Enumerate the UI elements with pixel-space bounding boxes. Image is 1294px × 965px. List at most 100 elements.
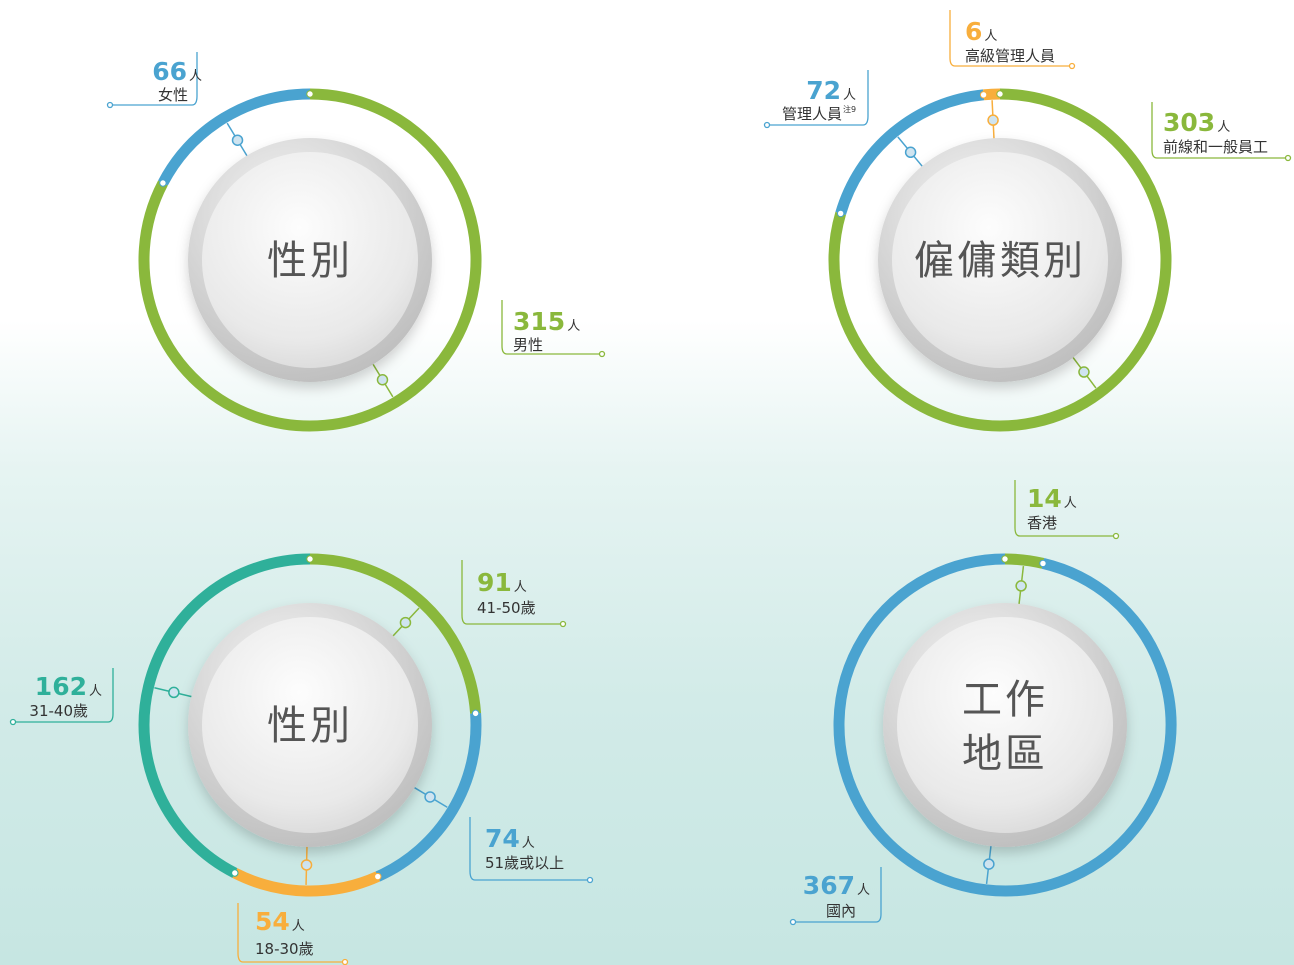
series-name: 18-30歲 — [255, 940, 314, 958]
hub-title: 僱傭類別 — [914, 238, 1086, 284]
segment — [835, 89, 985, 215]
value-label: 66 — [152, 57, 187, 86]
segment-dot — [306, 555, 314, 563]
unit-label: 人 — [522, 836, 535, 851]
value-label: 54 — [255, 907, 290, 936]
leader — [461, 560, 563, 625]
segment — [138, 88, 482, 432]
connector-dot — [300, 859, 313, 871]
series-name: 女性 — [158, 86, 188, 104]
value-label: 91 — [477, 568, 512, 597]
segment — [232, 868, 381, 897]
segment-dot — [231, 869, 239, 877]
leader-dot — [559, 620, 567, 628]
segment-dot — [1001, 555, 1009, 563]
connector-dot — [376, 374, 389, 386]
series-name: 31-40歲 — [29, 702, 88, 720]
unit-label: 人 — [1217, 120, 1230, 135]
series-name: 管理人員 — [782, 105, 842, 123]
series-name: 51歲或以上 — [485, 854, 564, 872]
connector-dot — [399, 616, 412, 629]
hub-face — [897, 617, 1113, 833]
connector-dot — [983, 858, 995, 870]
series-name: 男性 — [513, 336, 543, 354]
series-note: 注9 — [843, 104, 856, 114]
hub-face — [202, 152, 418, 368]
leader — [13, 668, 114, 723]
segment-dot — [306, 90, 314, 98]
leader — [1151, 102, 1288, 159]
unit-label: 人 — [514, 580, 527, 595]
segment-dot — [159, 179, 167, 187]
unit-label: 人 — [89, 684, 102, 699]
unit-label: 人 — [843, 88, 856, 103]
leader-dot — [341, 958, 349, 965]
leader-dot — [1112, 532, 1120, 540]
leader — [110, 52, 198, 106]
leader-dot — [789, 918, 797, 926]
leader-dot — [106, 101, 114, 109]
segment — [375, 712, 482, 882]
connector-dot — [1015, 580, 1027, 592]
segment — [158, 88, 311, 186]
segment-dot — [979, 91, 988, 99]
connector-dot — [168, 686, 180, 699]
leader-dot — [1068, 62, 1076, 70]
segment-dot — [471, 709, 480, 718]
hub-title: 工作 — [962, 677, 1048, 723]
leader — [1014, 480, 1116, 537]
hub-title: 性別 — [267, 238, 353, 284]
leader — [793, 867, 882, 923]
unit-label: 人 — [1064, 496, 1077, 511]
unit-label: 人 — [857, 883, 870, 898]
leader-dot — [586, 876, 594, 884]
hub-face — [202, 617, 418, 833]
leader — [949, 10, 1072, 67]
segment-dot — [374, 872, 382, 881]
series-name: 香港 — [1027, 514, 1057, 532]
leader — [469, 817, 590, 881]
leader-dot — [9, 718, 17, 726]
segment — [138, 553, 311, 878]
value-label: 74 — [485, 824, 520, 853]
connector-dot — [904, 146, 917, 159]
series-name: 高級管理人員 — [965, 47, 1055, 65]
value-label: 6 — [965, 17, 982, 46]
connector-dot — [231, 134, 244, 146]
leader-dot — [1284, 154, 1292, 162]
leader — [237, 903, 345, 963]
leader — [501, 300, 602, 355]
value-label: 315 — [513, 307, 565, 336]
segment — [1004, 553, 1045, 569]
unit-label: 人 — [189, 69, 202, 84]
value-label: 72 — [806, 76, 841, 105]
value-label: 367 — [803, 871, 855, 900]
connector-dot — [424, 791, 436, 803]
value-label: 162 — [35, 672, 87, 701]
segment-dot — [996, 90, 1004, 98]
value-label: 14 — [1027, 484, 1062, 513]
segment-dot — [1039, 559, 1047, 568]
connector-dot — [987, 114, 999, 126]
series-name: 前線和一般員工 — [1163, 138, 1268, 156]
series-name: 國內 — [826, 902, 856, 920]
hub-face — [892, 152, 1108, 368]
segment — [309, 553, 482, 714]
series-name: 41-50歲 — [477, 599, 536, 617]
unit-label: 人 — [292, 919, 305, 934]
leader-dot — [763, 121, 771, 129]
unit-label: 人 — [567, 319, 580, 334]
hub-title: 性別 — [267, 703, 353, 749]
segment — [833, 553, 1177, 897]
segment-dot — [836, 209, 845, 218]
leader — [767, 70, 869, 126]
leader-dot — [598, 350, 606, 358]
unit-label: 人 — [984, 29, 997, 44]
hub-title: 地區 — [962, 731, 1048, 777]
